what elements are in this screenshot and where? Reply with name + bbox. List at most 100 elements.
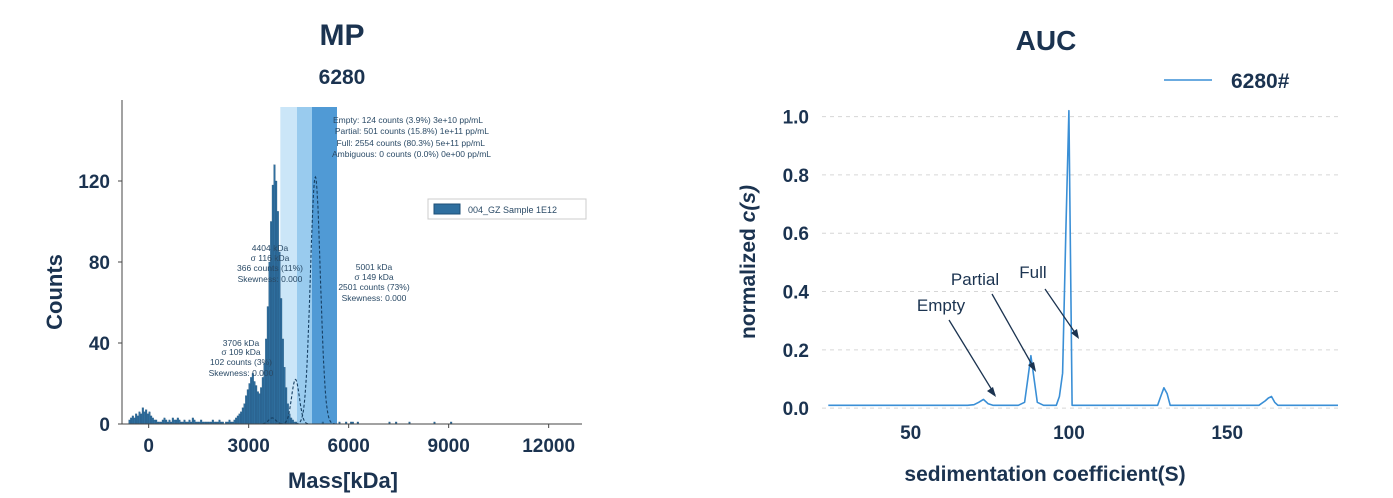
mp-bar	[211, 419, 214, 425]
auc-x-axis-label: sedimentation coefficient(S)	[904, 463, 1185, 486]
mp-subtitle: 6280	[319, 66, 366, 89]
mp-peak-line: 102 counts (3%)	[210, 357, 272, 367]
mp-bar	[280, 298, 283, 425]
auc-arrow-annotations: Empty Partial Full	[917, 263, 1079, 397]
auc-y-tick-label: 0.4	[783, 283, 810, 304]
mp-bar	[273, 164, 276, 425]
mp-bar	[288, 413, 291, 425]
mp-bar	[228, 419, 231, 425]
auc-x-tick-label: 150	[1211, 423, 1243, 444]
mp-bar	[241, 407, 244, 425]
mp-bar	[136, 415, 139, 425]
mp-bar	[268, 261, 271, 425]
mp-bar	[175, 419, 178, 425]
mp-bar	[171, 417, 174, 425]
mp-bar	[291, 419, 294, 425]
mp-bar	[271, 184, 274, 425]
auc-annotation-empty-arrow	[948, 319, 996, 396]
mp-x-tick-label: 12000	[522, 436, 575, 457]
auc-panel: AUC 0.0 0.2 0.4 0.6 0.8 1.0 50 100 150 sediment…	[737, 25, 1338, 486]
mp-y-tick-label: 120	[78, 172, 110, 193]
mp-summary-line: Ambiguous: 0 counts (0.0%) 0e+00 pp/mL	[332, 149, 491, 159]
mp-bar	[138, 411, 141, 425]
mp-peak-line: Skewness: 0.000	[209, 368, 274, 378]
mp-x-axis-label: Mass[kDa]	[288, 468, 398, 493]
mp-summary-line: Partial: 501 counts (15.8%) 1e+11 pp/mL	[335, 126, 489, 136]
mp-summary-annotation: Empty: 124 counts (3.9%) 3e+10 pp/mL Par…	[332, 115, 491, 159]
mp-bar	[148, 411, 151, 425]
mp-x-tick-label: 6000	[328, 436, 370, 457]
mp-bar	[256, 391, 259, 425]
mp-bar	[146, 413, 149, 425]
mp-bar	[173, 419, 176, 425]
mp-bar	[135, 413, 138, 425]
auc-y-tick-label: 0.6	[783, 224, 809, 245]
mp-bar	[240, 411, 243, 425]
mp-bar	[188, 419, 191, 425]
mp-bar	[245, 395, 248, 425]
mp-peak-annotation: 3706 kDa σ 109 kDa 102 counts (3%) Skewn…	[209, 338, 274, 378]
mp-region-partial	[297, 107, 312, 424]
auc-y-tick-label: 1.0	[783, 108, 809, 129]
auc-title: AUC	[1016, 25, 1077, 56]
mp-bar	[163, 417, 166, 425]
auc-y-tick-label: 0.0	[783, 399, 809, 420]
mp-bar	[248, 383, 251, 425]
mp-bar	[235, 417, 238, 425]
auc-annotation-empty-label: Empty	[917, 296, 966, 315]
auc-y-ticks: 0.0 0.2 0.4 0.6 0.8 1.0	[783, 108, 810, 421]
mp-summary-line: Empty: 124 counts (3.9%) 3e+10 pp/mL	[333, 115, 483, 125]
auc-annotation-empty-arrowhead	[987, 387, 996, 397]
auc-x-tick-label: 50	[900, 423, 921, 444]
mp-bar	[153, 419, 156, 425]
mp-peak-line: Skewness: 0.000	[342, 293, 407, 303]
mp-fit-curve	[280, 378, 311, 425]
mp-bar	[218, 419, 221, 425]
mp-bar	[151, 417, 154, 425]
mp-legend-swatch	[433, 203, 461, 215]
mp-panel: MP 6280 0 40 80 120 0 3000 6000 9000 12000 Mass…	[42, 19, 587, 493]
mp-bar	[290, 417, 293, 425]
mp-bar	[258, 393, 261, 425]
mp-bar	[168, 419, 171, 425]
mp-bar	[161, 419, 164, 425]
mp-bar	[281, 338, 284, 425]
mp-bar	[143, 411, 146, 425]
mp-bar	[155, 419, 158, 425]
mp-bar	[140, 413, 143, 425]
mp-peak-line: σ 149 kDa	[354, 272, 394, 282]
mp-bar	[131, 415, 134, 425]
mp-bar	[283, 367, 286, 425]
auc-legend: 6280#	[1164, 70, 1290, 93]
mp-legend-label: 004_GZ Sample 1E12	[468, 205, 557, 215]
mp-bar	[236, 415, 239, 425]
auc-annotation-partial-arrowhead	[1028, 362, 1036, 372]
mp-bar	[193, 419, 196, 425]
mp-legend-frame	[427, 198, 587, 220]
mp-y-tick-label: 40	[89, 334, 110, 355]
mp-peak-line: 366 counts (11%)	[237, 263, 303, 273]
mp-bar	[176, 417, 179, 425]
mp-bar	[145, 409, 148, 425]
mp-bar	[246, 389, 249, 425]
auc-y-tick-label: 0.2	[783, 341, 809, 362]
auc-x-tick-label: 100	[1053, 423, 1085, 444]
mp-peak-line: 5001 kDa	[356, 262, 393, 272]
mp-y-axis-label: Counts	[42, 254, 67, 330]
mp-bar	[261, 377, 264, 425]
mp-peak-annotation: 4404 kDa σ 116 kDa 366 counts (11%) Skew…	[237, 243, 303, 284]
mp-bar	[191, 417, 194, 425]
mp-bar	[243, 403, 246, 425]
mp-bar	[183, 419, 186, 425]
mp-title: MP	[320, 19, 365, 52]
mp-x-ticks: 0 3000 6000 9000 12000	[143, 424, 575, 457]
mp-bar	[265, 338, 268, 425]
mp-y-tick-label: 0	[99, 415, 110, 436]
mp-peak-line: 2501 counts (73%)	[338, 282, 410, 292]
auc-annotation-full-arrow	[1044, 288, 1079, 338]
mp-bar	[178, 419, 181, 425]
mp-fit-curve	[295, 175, 335, 425]
mp-y-tick-label: 80	[89, 253, 110, 274]
mp-bar	[200, 419, 203, 425]
mp-peak-line: Skewness: 0.000	[238, 274, 303, 284]
